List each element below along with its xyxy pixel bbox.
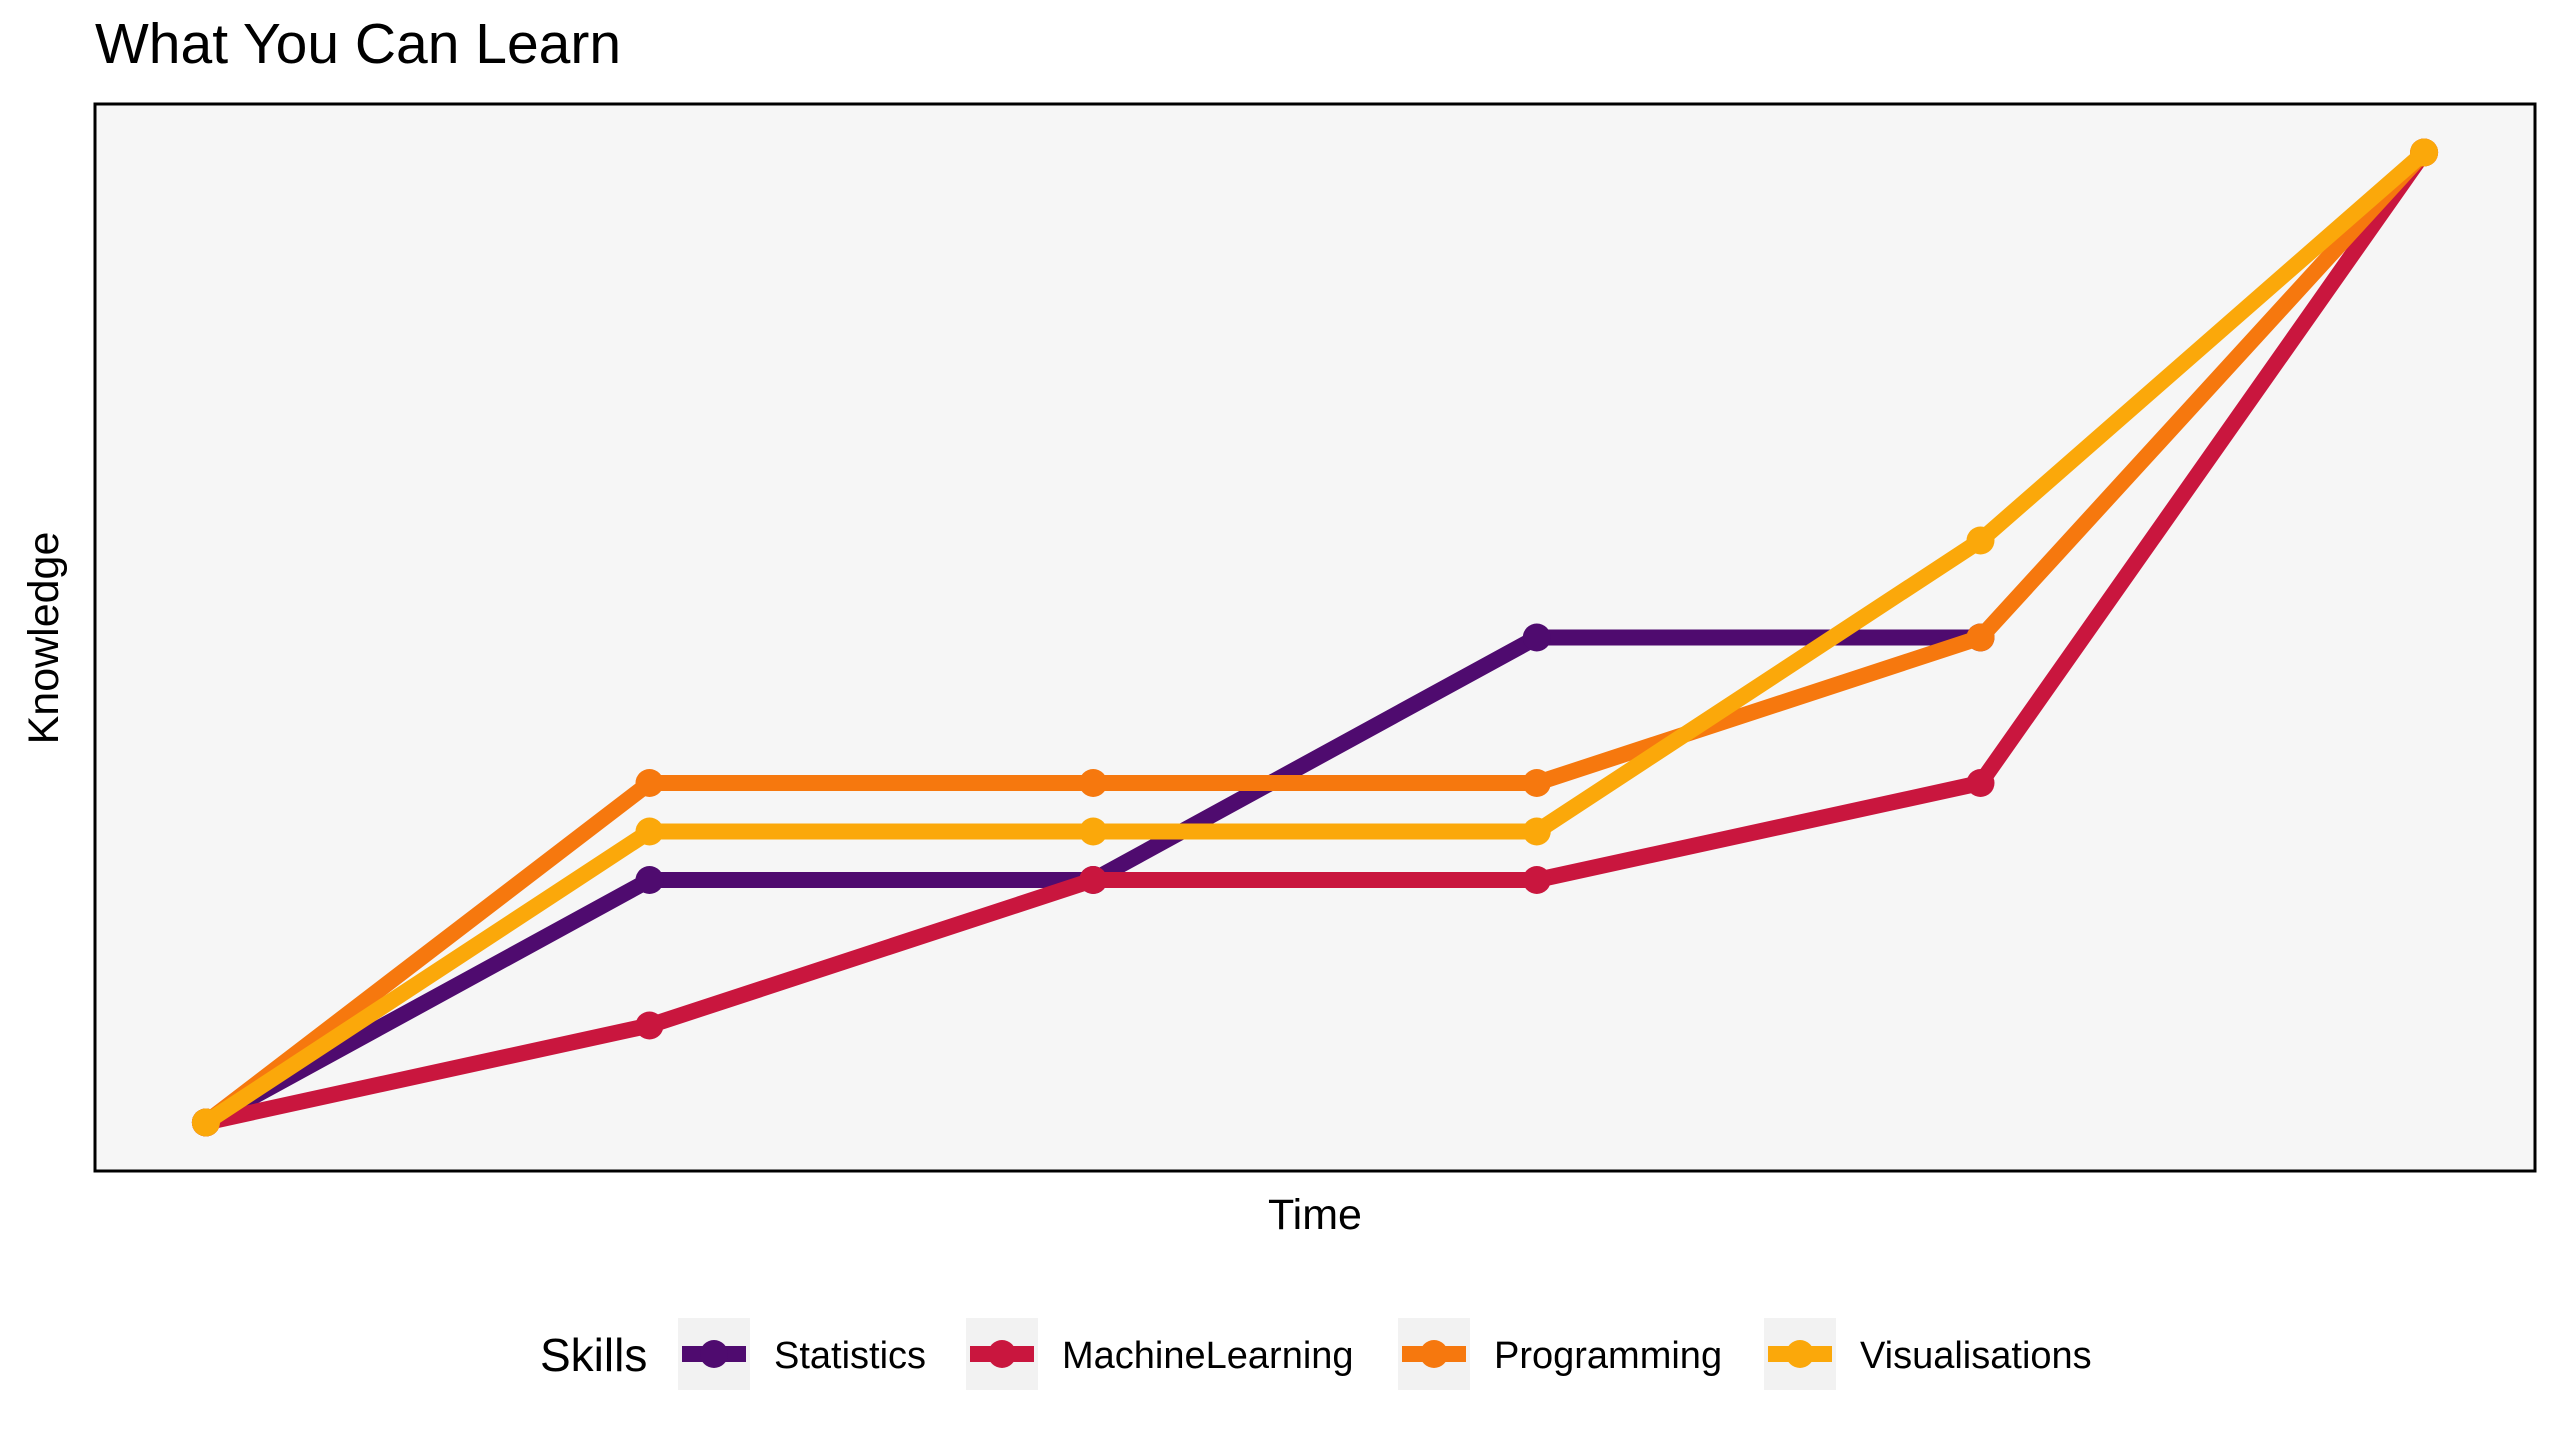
legend-items: Statistics MachineLearning Programming Visu… bbox=[678, 1318, 2092, 1390]
y-axis-label: Knowledge bbox=[20, 532, 68, 745]
series-line bbox=[204, 147, 2431, 1131]
legend-item-visualisations: Visualisations bbox=[1764, 1318, 2092, 1390]
data-point bbox=[1522, 623, 1551, 652]
legend-label: Programming bbox=[1494, 1335, 1722, 1377]
data-point bbox=[191, 1108, 220, 1137]
legend-item-statistics: Statistics bbox=[678, 1318, 926, 1390]
series-line bbox=[201, 146, 2430, 1130]
data-point bbox=[1079, 866, 1108, 894]
legend: Skills Statistics MachineLearning Programm… bbox=[540, 1318, 2092, 1390]
chart-title: What You Can Learn bbox=[95, 12, 621, 76]
data-point bbox=[1079, 817, 1108, 846]
legend-key-point bbox=[988, 1340, 1016, 1368]
data-point bbox=[1966, 623, 1995, 652]
x-axis-label: Time bbox=[1268, 1191, 1362, 1239]
data-point bbox=[1966, 769, 1995, 797]
series-line bbox=[201, 147, 2431, 1129]
data-point bbox=[1522, 866, 1551, 894]
data-point bbox=[1079, 769, 1108, 797]
legend-key-point bbox=[1420, 1340, 1448, 1368]
legend-item-programming: Programming bbox=[1398, 1318, 1722, 1390]
data-point bbox=[1966, 526, 1995, 555]
data-point bbox=[635, 769, 664, 797]
data-point bbox=[635, 866, 664, 894]
data-point bbox=[635, 817, 664, 846]
legend-label: Visualisations bbox=[1860, 1335, 2092, 1377]
legend-key-point bbox=[1786, 1340, 1814, 1368]
legend-key-point bbox=[700, 1340, 728, 1368]
legend-label: MachineLearning bbox=[1062, 1335, 1354, 1377]
legend-label: Statistics bbox=[774, 1335, 926, 1377]
series-visualisations bbox=[191, 138, 2439, 1137]
legend-item-machinelearning: MachineLearning bbox=[966, 1318, 1354, 1390]
data-point bbox=[635, 1011, 664, 1040]
data-point bbox=[2410, 138, 2439, 167]
legend-title: Skills bbox=[540, 1329, 647, 1381]
series-layer bbox=[191, 138, 2439, 1137]
data-point bbox=[1522, 769, 1551, 797]
plot-panel bbox=[93, 102, 2537, 1173]
data-point bbox=[1522, 817, 1551, 846]
